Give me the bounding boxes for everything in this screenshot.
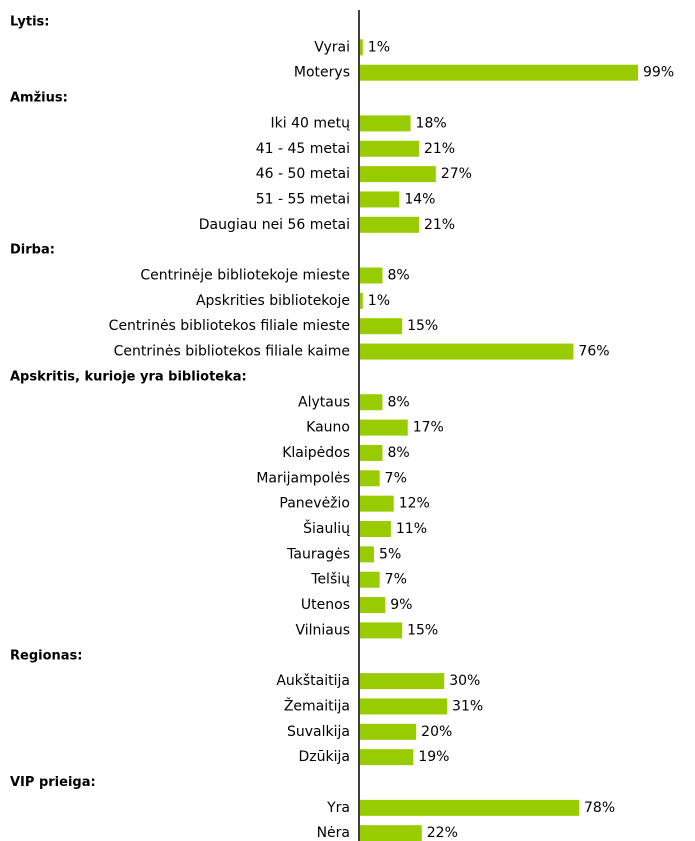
bar [360,115,411,132]
category-label: Aukštaitija [276,673,350,689]
value-label: 1% [368,39,390,55]
bar [360,825,422,841]
value-label: 12% [399,496,430,512]
value-label: 9% [390,597,412,613]
bar [360,216,419,233]
value-label: 18% [416,115,447,131]
bar [360,673,445,690]
bar [360,64,638,81]
category-label: Žemaitija [284,696,350,714]
value-label: 14% [404,191,435,207]
bar [360,292,363,309]
category-label: Iki 40 metų [271,115,351,131]
value-label: 5% [379,546,401,562]
bar [360,571,380,588]
value-label: 8% [387,268,409,284]
category-label: Šiaulių [303,519,350,537]
bar [360,622,403,639]
category-label: Daugiau nei 56 metai [199,217,350,233]
group-title: Regionas: [10,648,82,663]
bar [360,318,403,335]
bar [360,546,375,563]
bar [360,39,363,56]
category-label: Moterys [294,65,350,81]
value-label: 7% [385,572,407,588]
bar [360,799,580,816]
category-label: Yra [326,800,350,816]
value-label: 22% [427,825,458,841]
bar [360,166,436,183]
value-label: 31% [452,698,483,714]
bar [360,749,414,766]
value-label: 15% [407,318,438,334]
value-label: 8% [387,445,409,461]
value-label: 1% [368,293,390,309]
category-label: Panevėžio [279,496,350,512]
category-label: Tauragės [286,546,350,562]
value-label: 8% [387,394,409,410]
value-label: 11% [396,521,427,537]
category-label: Klaipėdos [282,445,350,461]
bar [360,597,386,614]
value-label: 76% [578,344,609,360]
group-title: Apskritis, kurioje yra biblioteka: [10,369,247,384]
category-label: Nėra [317,825,350,841]
value-label: 21% [424,141,455,157]
bar [360,267,383,284]
category-label: 41 - 45 metai [256,141,350,157]
category-label: Centrinės bibliotekos filiale kaime [114,344,350,360]
bar [360,419,408,436]
bar [360,444,383,461]
category-label: Vilniaus [295,622,350,638]
group-title: Amžius: [10,91,68,106]
bar [360,698,448,715]
value-label: 20% [421,724,452,740]
bar [360,191,400,208]
bar [360,140,419,157]
category-label: Utenos [301,597,350,613]
value-label: 21% [424,217,455,233]
group-title: Lytis: [10,15,49,30]
bar [360,723,417,740]
category-label: Suvalkija [287,724,350,740]
category-label: Marijampolės [256,470,350,486]
value-label: 7% [385,470,407,486]
value-label: 19% [418,749,449,765]
category-label: Centrinėje bibliotekoje mieste [140,268,350,284]
category-label: 46 - 50 metai [256,166,350,182]
category-label: Dzūkija [299,749,350,765]
bar [360,521,391,537]
value-label: 27% [441,166,472,182]
bar [360,495,394,512]
value-label: 30% [449,673,480,689]
category-label: Telšių [310,572,350,588]
group-title: Dirba: [10,243,55,258]
value-label: 17% [413,420,444,436]
bar [360,394,383,411]
category-label: Apskrities bibliotekoje [196,293,350,309]
category-label: Vyrai [314,39,350,55]
category-label: Centrinės bibliotekos filiale mieste [109,318,350,334]
category-label: Kauno [306,420,350,436]
value-label: 78% [584,800,615,816]
value-label: 99% [643,65,674,81]
value-label: 15% [407,622,438,638]
group-title: VIP prieiga: [10,775,96,790]
category-label: Alytaus [298,394,350,410]
bar [360,343,574,360]
bar [360,470,380,487]
category-label: 51 - 55 metai [256,191,350,207]
